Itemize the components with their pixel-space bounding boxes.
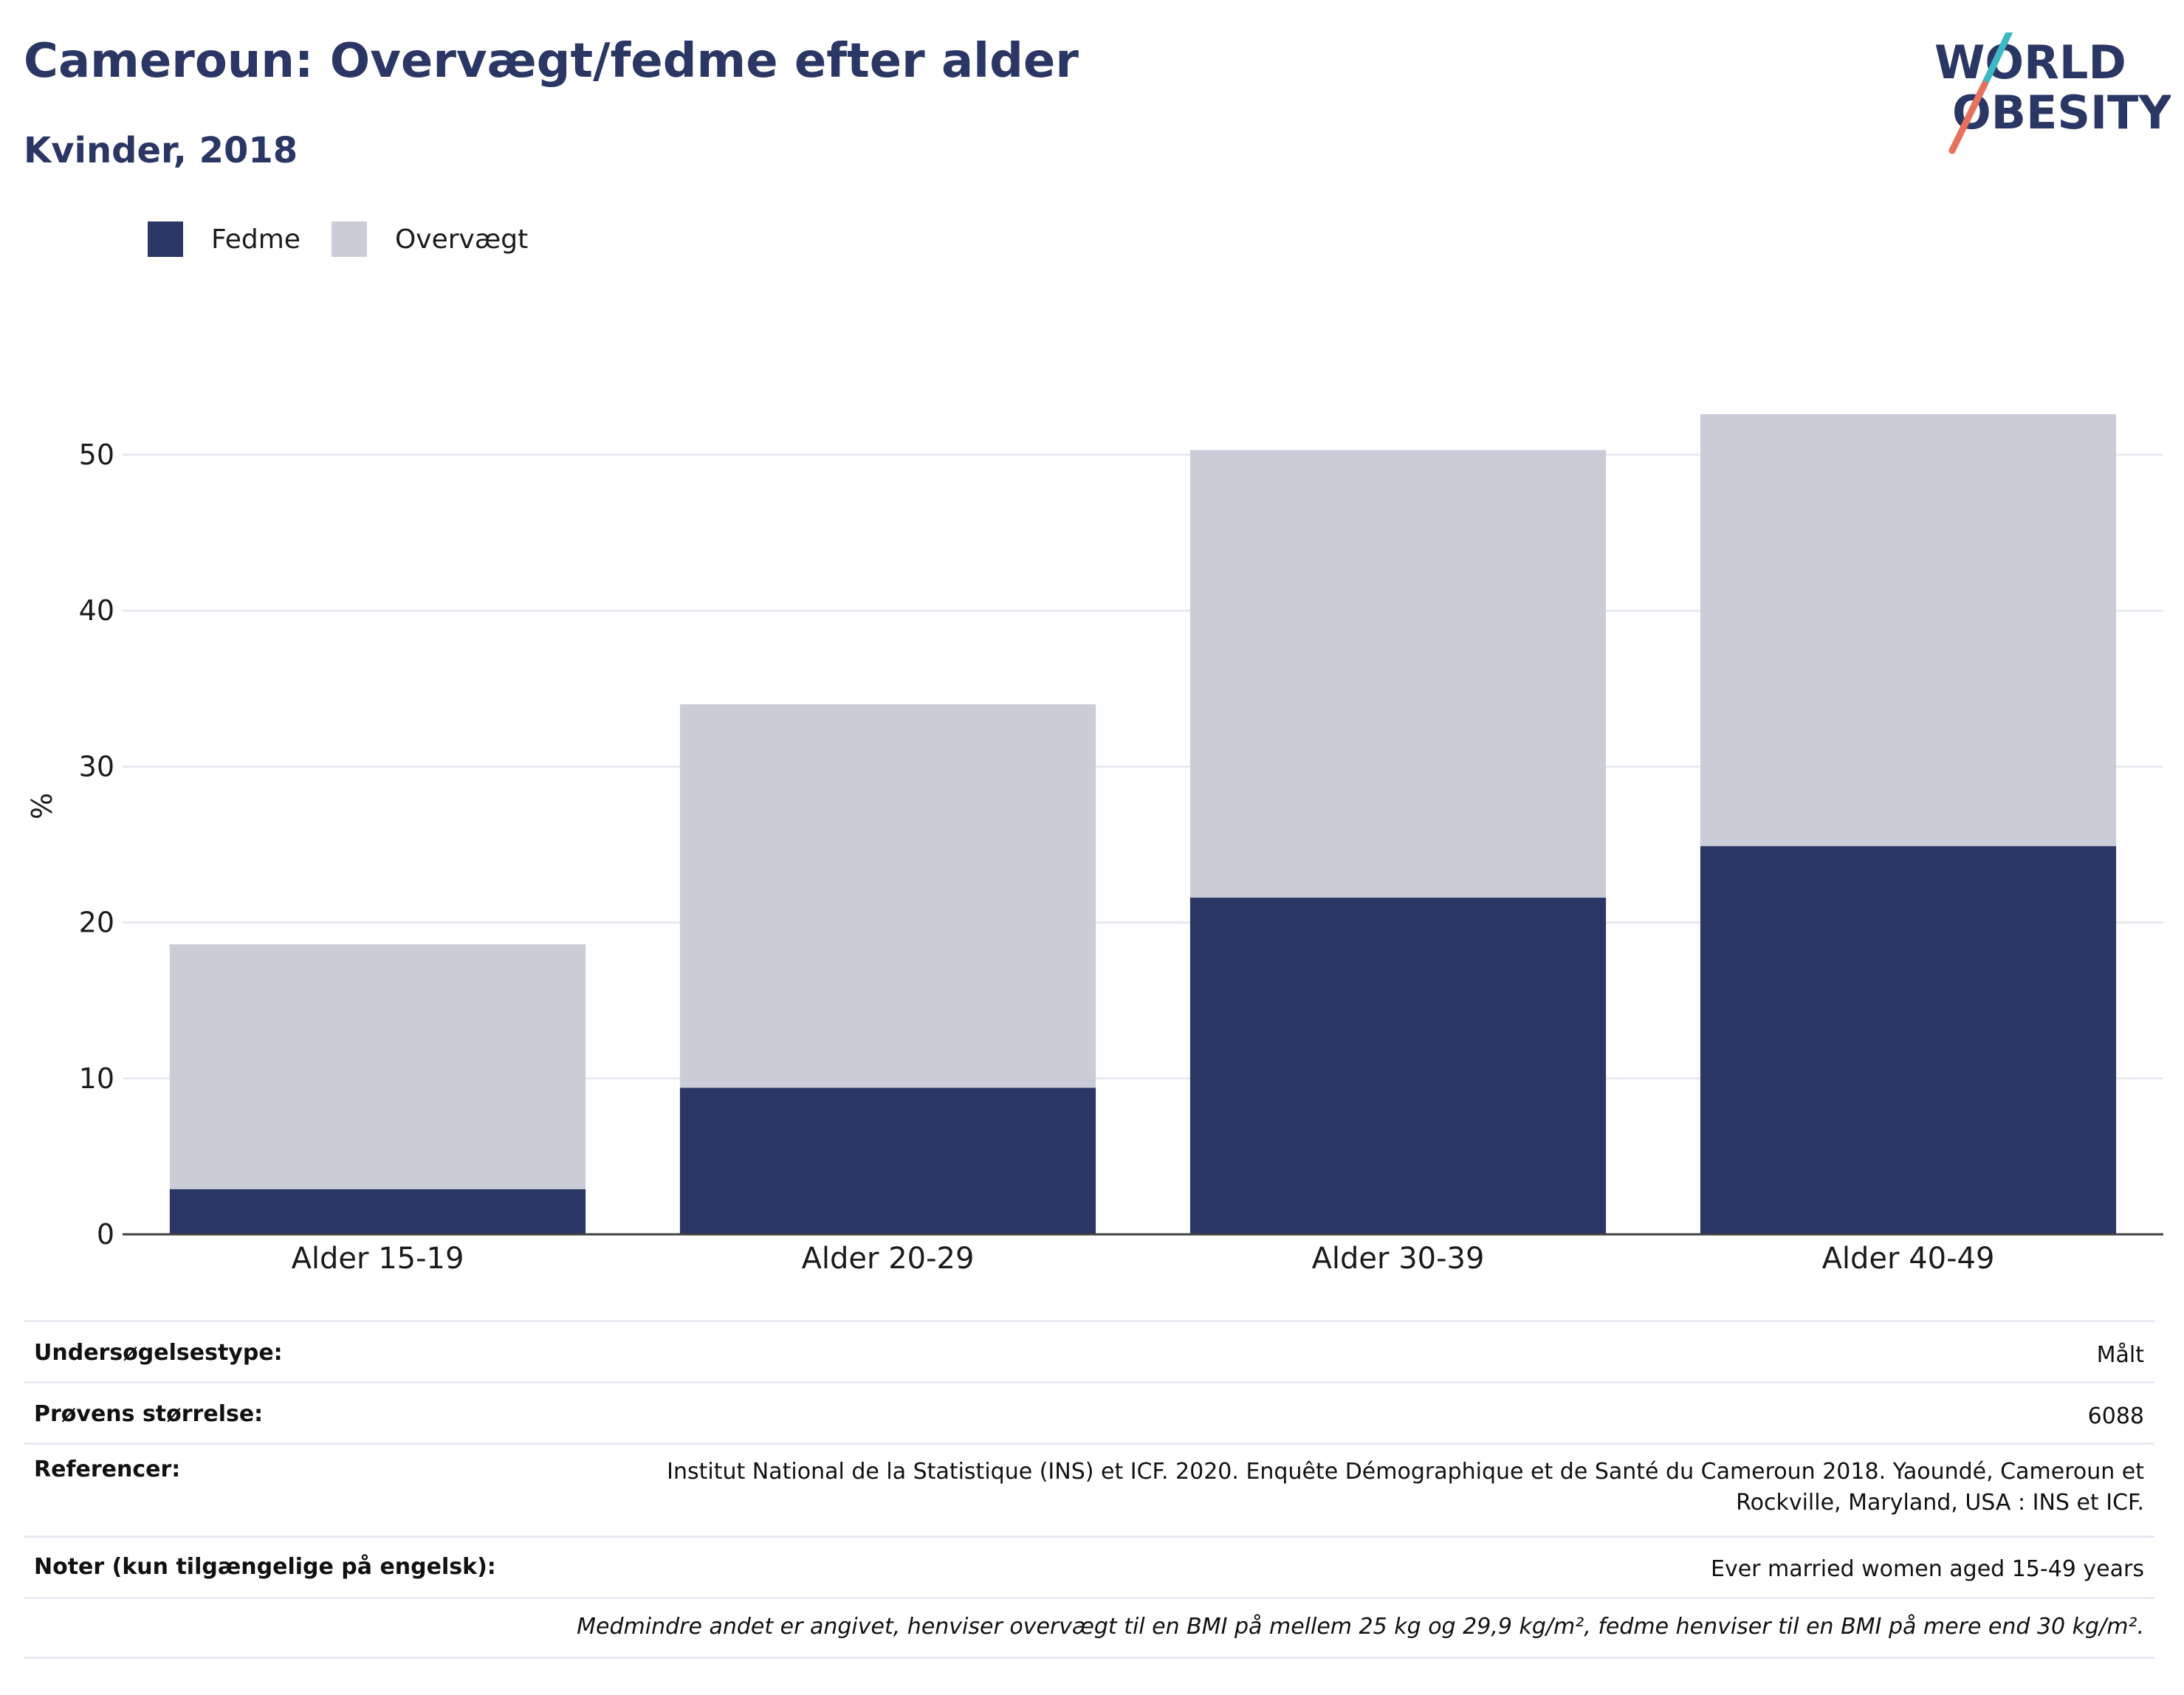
stacked-bar-chart: 0 10 20 30 40 50 Alder 15-19 Alder 20-29 Alder 3… <box>26 414 2163 1276</box>
logo-slash-top <box>1981 32 2013 88</box>
x-tick-label-4: Alder 40-49 <box>1822 1242 1995 1276</box>
info-value-notes: Ever married women aged 15-49 years <box>1710 1556 2144 1582</box>
legend-label-fedme: Fedme <box>211 224 301 255</box>
chart-title: Cameroun: Overvægt/fedme efter alder <box>24 34 1079 89</box>
bar-fedme-4[interactable] <box>1700 846 2117 1234</box>
y-tick-label-40: 40 <box>79 594 114 627</box>
legend-item-overvaegt[interactable]: Overvægt <box>331 221 529 257</box>
x-tick-label-3: Alder 30-39 <box>1312 1242 1485 1276</box>
y-tick-label-0: 0 <box>97 1218 114 1251</box>
info-row-notes: Noter (kun tilgængelige på engelsk): Eve… <box>24 1536 2154 1597</box>
info-key-notes: Noter (kun tilgængelige på engelsk): <box>34 1554 496 1580</box>
legend-swatch-overvaegt <box>331 221 367 257</box>
x-tick-label-2: Alder 20-29 <box>802 1242 975 1276</box>
world-obesity-logo: WORLD OBESITY <box>1934 32 2171 154</box>
info-footnote: Medmindre andet er angivet, henviser ove… <box>577 1614 2144 1640</box>
bar-overvaegt-1[interactable] <box>169 944 586 1189</box>
info-row-references: Referencer: Institut National de la Stat… <box>24 1443 2154 1536</box>
info-value-sample-size: 6088 <box>2087 1403 2144 1429</box>
y-tick-label-50: 50 <box>79 439 114 471</box>
info-key-survey-type: Undersøgelsestype: <box>34 1340 283 1366</box>
chart-legend: Fedme Overvægt <box>148 220 559 258</box>
y-tick-label-30: 30 <box>79 750 114 783</box>
logo-line1: WORLD <box>1934 35 2126 89</box>
info-footnote-row: Medmindre andet er angivet, henviser ove… <box>24 1597 2154 1659</box>
bars <box>169 414 2117 1234</box>
legend-label-overvaegt: Overvægt <box>394 224 529 255</box>
logo-slash-bottom <box>1948 80 1988 154</box>
info-value-references: Institut National de la Statistique (INS… <box>667 1457 2144 1519</box>
bar-overvaegt-4[interactable] <box>1700 414 2117 847</box>
y-tick-label-20: 20 <box>79 907 114 939</box>
legend-item-fedme[interactable]: Fedme <box>148 221 301 257</box>
logo-line2: OBESITY <box>1952 86 2171 140</box>
y-axis-label: % <box>26 793 58 819</box>
reference-line-2: Rockville, Maryland, USA : INS et ICF. <box>1736 1490 2144 1516</box>
y-tick-label-10: 10 <box>79 1062 114 1095</box>
bar-overvaegt-2[interactable] <box>679 704 1096 1088</box>
axes: 0 10 20 30 40 50 Alder 15-19 Alder 20-29 Alder 3… <box>79 439 2163 1276</box>
bar-fedme-2[interactable] <box>679 1087 1096 1234</box>
x-tick-label-1: Alder 15-19 <box>292 1242 464 1276</box>
legend-swatch-fedme <box>148 221 183 257</box>
info-key-references: Referencer: <box>34 1457 181 1482</box>
info-row-sample-size: Prøvens størrelse: 6088 <box>24 1381 2154 1443</box>
bar-overvaegt-3[interactable] <box>1189 450 1607 898</box>
chart-subtitle: Kvinder, 2018 <box>24 130 298 171</box>
info-key-sample-size: Prøvens størrelse: <box>34 1401 264 1427</box>
info-row-survey-type: Undersøgelsestype: Målt <box>24 1320 2154 1381</box>
info-table: Undersøgelsestype: Målt Prøvens størrels… <box>24 1320 2154 1659</box>
bar-fedme-1[interactable] <box>169 1189 586 1234</box>
bar-fedme-3[interactable] <box>1189 897 1607 1234</box>
info-value-survey-type: Målt <box>2096 1342 2144 1368</box>
reference-line-1: Institut National de la Statistique (INS… <box>667 1459 2144 1485</box>
